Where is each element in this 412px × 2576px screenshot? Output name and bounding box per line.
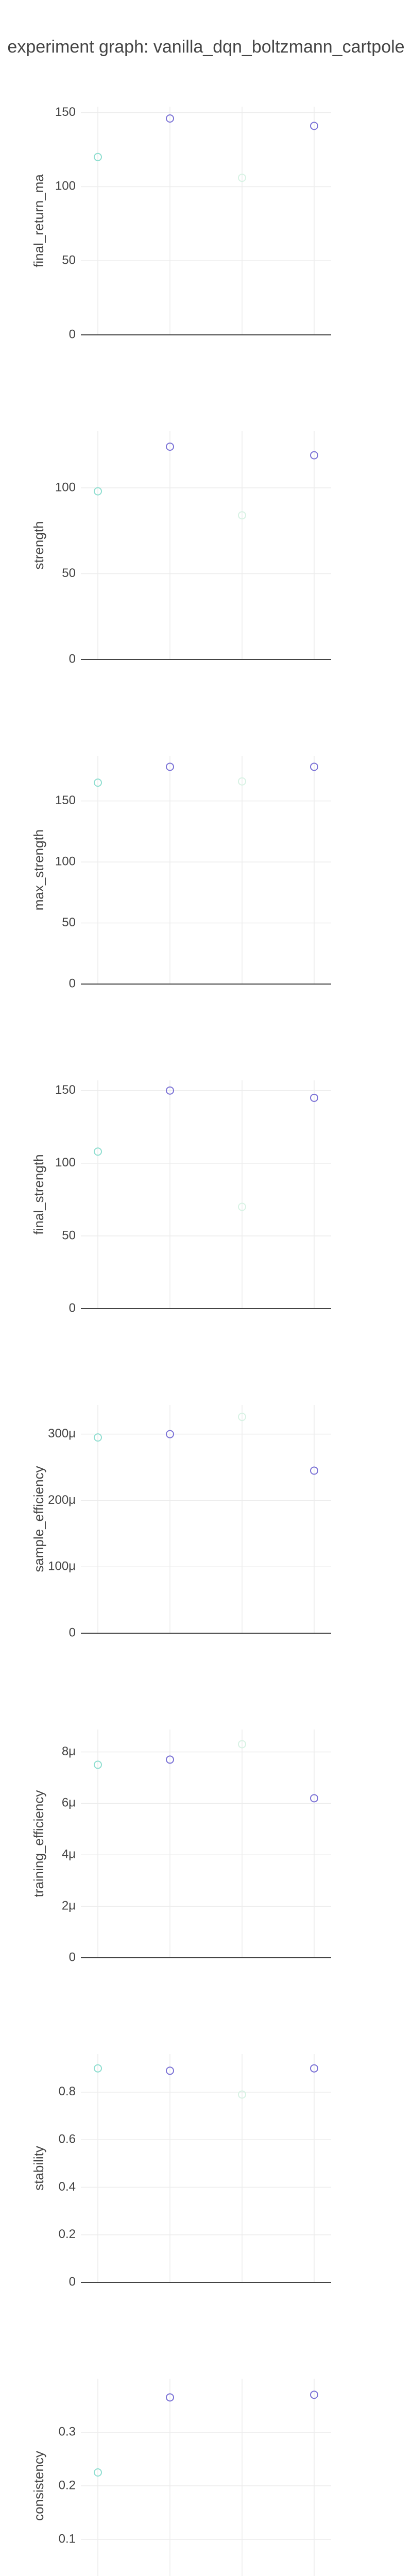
point — [310, 1466, 318, 1475]
y-tick-label: 150 — [55, 793, 76, 807]
y-tick-label: 0 — [69, 327, 76, 341]
point — [238, 2090, 246, 2099]
point — [238, 1202, 246, 1211]
y-tick-label: 2μ — [62, 1899, 76, 1912]
y-tick-label: 0 — [69, 2275, 76, 2289]
point — [166, 442, 174, 451]
point — [94, 152, 102, 161]
y-tick-label: 0 — [69, 1950, 76, 1964]
y-axis-title: training_efficiency — [31, 1790, 46, 1897]
point — [238, 174, 246, 182]
point — [238, 511, 246, 520]
y-tick-label: 100 — [55, 1156, 76, 1170]
y-tick-label: 0.2 — [59, 2478, 76, 2492]
point — [310, 2064, 318, 2073]
y-axis-title: sample_efficiency — [31, 1466, 46, 1572]
y-tick-label: 100 — [55, 854, 76, 868]
point — [94, 778, 102, 787]
point — [94, 2468, 102, 2477]
point — [310, 2391, 318, 2399]
y-tick-label: 0.3 — [59, 2425, 76, 2438]
point — [94, 1760, 102, 1769]
point — [310, 451, 318, 460]
y-tick-label: 4μ — [62, 1848, 76, 1861]
point — [310, 122, 318, 130]
point — [238, 777, 246, 786]
point — [166, 2066, 174, 2075]
y-tick-label: 0.1 — [59, 2532, 76, 2546]
y-tick-label: 200μ — [48, 1493, 76, 1507]
point — [94, 487, 102, 496]
point — [166, 114, 174, 123]
y-tick-label: 100μ — [48, 1560, 76, 1573]
y-tick-label: 0 — [69, 1301, 76, 1315]
y-tick-label: 50 — [62, 1228, 76, 1242]
y-tick-label: 0.2 — [59, 2227, 76, 2241]
y-axis-title: consistency — [31, 2451, 46, 2521]
point — [238, 1413, 246, 1421]
point — [166, 1430, 174, 1438]
point — [166, 1086, 174, 1095]
y-axis-title: max_strength — [31, 829, 46, 911]
y-tick-label: 50 — [62, 253, 76, 267]
y-tick-label: 150 — [55, 1083, 76, 1097]
chart-title: experiment graph: vanilla_dqn_boltzmann_… — [7, 37, 404, 57]
point — [166, 2393, 174, 2402]
y-tick-label: 0.4 — [59, 2180, 76, 2194]
y-tick-label: 0.8 — [59, 2084, 76, 2098]
y-tick-label: 50 — [62, 566, 76, 580]
y-tick-label: 8μ — [62, 1744, 76, 1758]
y-axis-title: final_strength — [31, 1154, 46, 1234]
point — [94, 1147, 102, 1156]
y-tick-label: 100 — [55, 179, 76, 193]
y-tick-label: 0 — [69, 652, 76, 666]
y-tick-label: 0 — [69, 1625, 76, 1639]
point — [94, 1433, 102, 1442]
point — [166, 762, 174, 771]
point — [166, 1755, 174, 1764]
point — [238, 1740, 246, 1749]
y-axis-title: strength — [31, 521, 46, 570]
y-tick-label: 150 — [55, 105, 76, 119]
y-tick-label: 0.6 — [59, 2132, 76, 2146]
y-tick-label: 6μ — [62, 1796, 76, 1810]
y-axis-title: final_return_ma — [31, 174, 46, 267]
y-tick-label: 0 — [69, 976, 76, 990]
y-tick-label: 50 — [62, 916, 76, 929]
point — [310, 1794, 318, 1803]
point — [94, 2064, 102, 2073]
y-tick-label: 300μ — [48, 1427, 76, 1440]
y-tick-label: 100 — [55, 480, 76, 494]
point — [310, 762, 318, 771]
point — [310, 1093, 318, 1102]
y-axis-title: stability — [31, 2146, 46, 2191]
